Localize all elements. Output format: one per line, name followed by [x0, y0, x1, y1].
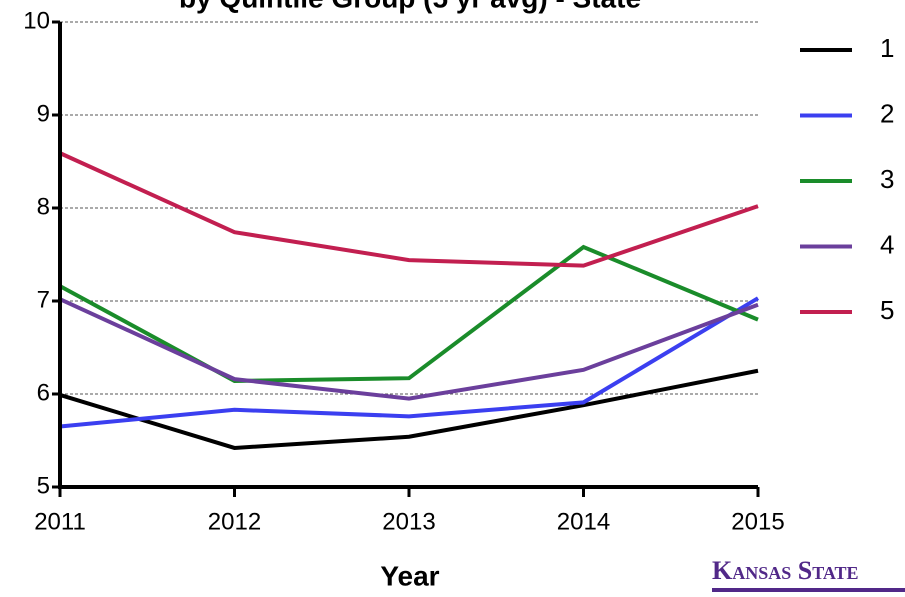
axes: [58, 22, 758, 489]
legend-label: 1: [880, 33, 894, 63]
y-tick-label: 8: [37, 193, 50, 220]
series-line: [59, 368, 759, 450]
series-line: [59, 297, 759, 401]
x-tick-label: 2013: [382, 508, 435, 535]
series-line: [59, 244, 759, 383]
x-tick-label: 2012: [208, 508, 261, 535]
x-tick-label: 2011: [34, 508, 86, 535]
series-line: [59, 151, 759, 268]
legend-label: 4: [880, 229, 894, 259]
logo: Kansas State: [712, 556, 859, 585]
x-tick-label: 2014: [557, 508, 610, 535]
y-tick-label: 6: [37, 379, 50, 406]
legend-label: 3: [880, 164, 894, 194]
y-tick-label: 5: [37, 472, 50, 499]
x-axis-label: Year: [380, 560, 439, 591]
y-tick-label: 7: [37, 286, 50, 313]
series-line: [59, 296, 760, 429]
x-tick-label: 2015: [731, 508, 784, 535]
chart-title: by Quintile Group (5 yr avg) - State: [179, 0, 641, 13]
y-tick-label: 10: [23, 7, 50, 34]
legend-label: 5: [880, 295, 894, 325]
y-tick-label: 9: [37, 100, 50, 127]
legend-label: 2: [880, 98, 894, 128]
